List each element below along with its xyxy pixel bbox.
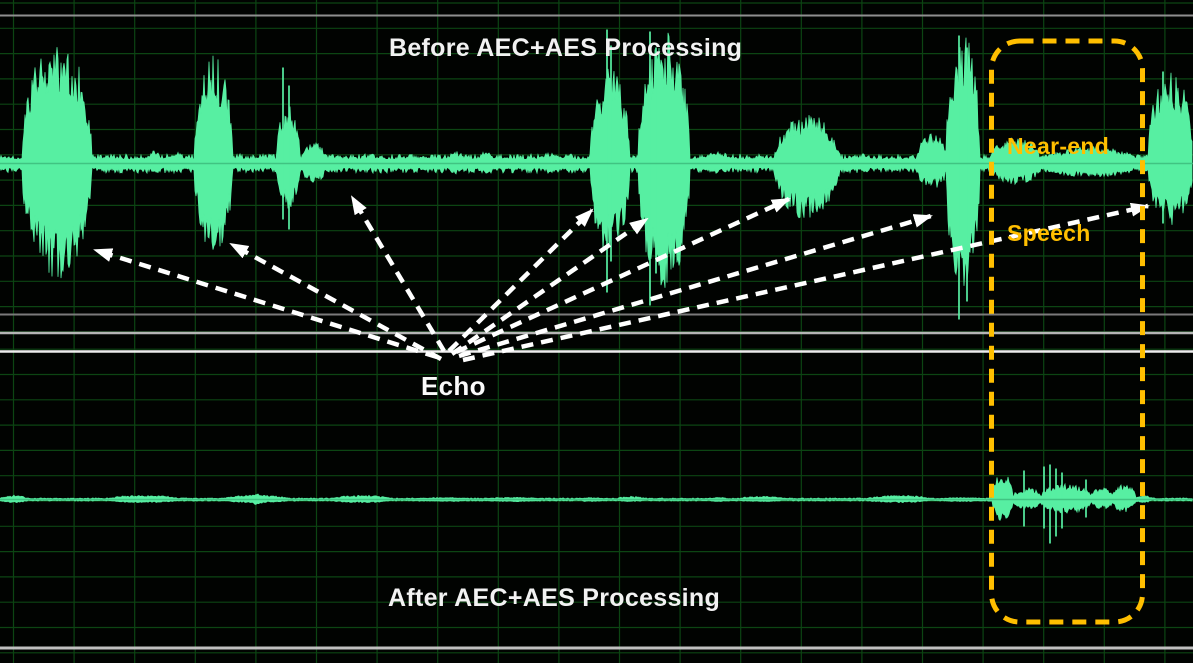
echo-arrow-1 bbox=[93, 247, 438, 360]
near-end-speech-label-line1: Near-end bbox=[1007, 133, 1110, 159]
waveform-after-track[interactable] bbox=[0, 464, 1193, 544]
echo-label: Echo bbox=[421, 371, 486, 401]
echo-arrow-7 bbox=[458, 213, 933, 359]
echo-arrow-6 bbox=[455, 196, 791, 355]
near-end-speech-label: Near-end Speech bbox=[1007, 74, 1109, 306]
waveform-envelope bbox=[0, 476, 1193, 521]
waveform-envelope bbox=[0, 32, 1193, 288]
track-border-lines bbox=[0, 14, 1193, 650]
before-processing-title: Before AEC+AES Processing bbox=[389, 34, 743, 62]
after-processing-title: After AEC+AES Processing bbox=[388, 584, 721, 612]
near-end-speech-label-line2: Speech bbox=[1007, 220, 1091, 246]
echo-arrow-3 bbox=[350, 195, 446, 353]
echo-arrows-layer bbox=[93, 195, 1150, 363]
near-end-speech-box bbox=[989, 38, 1145, 625]
echo-arrow-4 bbox=[447, 208, 594, 353]
echo-arrow-8 bbox=[462, 202, 1150, 363]
